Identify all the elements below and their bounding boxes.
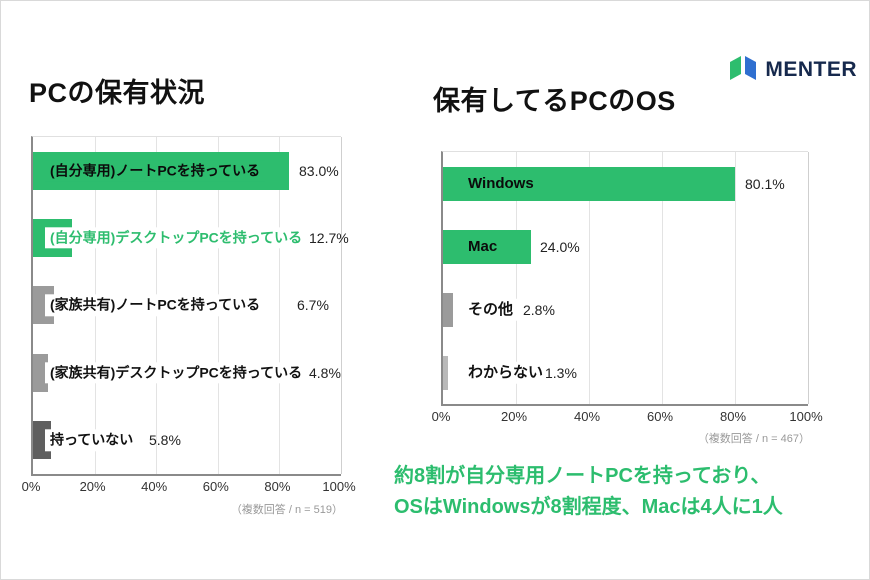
x-tick: 40% (141, 479, 168, 494)
x-axis-right: 0% 20% 40% 60% 80% 100% (432, 409, 823, 427)
bar-row: (家族共有)ノートPCを持っている 6.7% (33, 272, 341, 339)
gridline (516, 152, 517, 404)
x-tick: 20% (79, 479, 106, 494)
bar-row: わからない 1.3% (443, 341, 808, 404)
gridline (589, 152, 590, 404)
bar-row: Mac 24.0% (443, 215, 808, 278)
chart-title-left: PCの保有状況 (29, 78, 206, 108)
summary-annotation: 約8割が自分専用ノートPCを持っており、 OSはWindowsが8割程度、Mac… (394, 461, 783, 523)
bar-value: 5.8% (149, 432, 181, 449)
bar-row: Windows 80.1% (443, 152, 808, 215)
x-tick: 40% (573, 409, 601, 424)
bar-value: 6.7% (297, 297, 329, 314)
bar-value: 2.8% (523, 301, 555, 318)
bar (443, 355, 448, 390)
x-tick: 100% (322, 479, 356, 494)
right-chart-plot: Windows 80.1% Mac 24.0% その他 2.8% わからない 1… (441, 151, 809, 406)
bar-label: Mac (468, 237, 498, 255)
x-tick: 100% (789, 409, 823, 424)
x-tick: 60% (202, 479, 229, 494)
x-tick: 80% (719, 409, 747, 424)
gridline (662, 152, 663, 404)
bar-label: Windows (468, 174, 534, 192)
bar-label: (家族共有)デスクトップPCを持っている (45, 362, 308, 384)
gridline (279, 137, 281, 474)
x-tick: 80% (264, 479, 291, 494)
bar-row: その他 2.8% (443, 278, 808, 341)
summary-line-1: 約8割が自分専用ノートPCを持っており、 (394, 465, 771, 487)
menter-logo: MENTER (728, 54, 857, 86)
bar-row: (自分専用)ノートPCを持っている 83.0% (33, 137, 341, 204)
x-tick: 0% (431, 409, 451, 424)
x-tick: 20% (500, 409, 528, 424)
gridline (808, 152, 809, 404)
summary-line-2: OSはWindowsが8割程度、Macは4人に1人 (394, 496, 783, 518)
x-axis-left: 0% 20% 40% 60% 80% 100% (22, 479, 356, 497)
bar-label: その他 (463, 298, 519, 321)
left-chart-plot: (自分専用)ノートPCを持っている 83.0% (自分専用)デスクトップPCを持… (31, 136, 349, 476)
bar-row: (自分専用)デスクトップPCを持っている 12.7% (33, 204, 349, 271)
bar-label: (自分専用)ノートPCを持っている (45, 159, 266, 182)
bar (443, 292, 454, 327)
bar-label: わからない (463, 361, 549, 384)
bar-value: 83.0% (299, 162, 339, 179)
gridline (341, 137, 342, 474)
sample-note-right: （複数回答 / n = 467） (697, 433, 810, 445)
chart-title-right: 保有してるPCのOS (433, 86, 676, 116)
bar-value: 1.3% (545, 364, 577, 381)
bar-row: (家族共有)デスクトップPCを持っている 4.8% (33, 339, 341, 406)
gridline (735, 152, 736, 404)
bar (443, 229, 531, 264)
bar-value: 80.1% (745, 175, 785, 192)
bar-value: 4.8% (309, 364, 341, 381)
bar-label: (自分専用)デスクトップPCを持っている (45, 227, 308, 249)
x-tick: 60% (646, 409, 674, 424)
sample-note-left: （複数回答 / n = 519） (230, 504, 343, 516)
menter-logo-icon (728, 54, 758, 86)
bar-label: 持っていない (45, 429, 139, 451)
menter-logo-text: MENTER (765, 58, 857, 81)
x-tick: 0% (21, 479, 41, 494)
bar (443, 166, 736, 201)
bar-value: 12.7% (309, 230, 349, 247)
bar-row: 持っていない 5.8% (33, 407, 341, 474)
bar-label: (家族共有)ノートPCを持っている (45, 294, 266, 317)
bar (33, 353, 48, 392)
bar-value: 24.0% (540, 238, 580, 255)
